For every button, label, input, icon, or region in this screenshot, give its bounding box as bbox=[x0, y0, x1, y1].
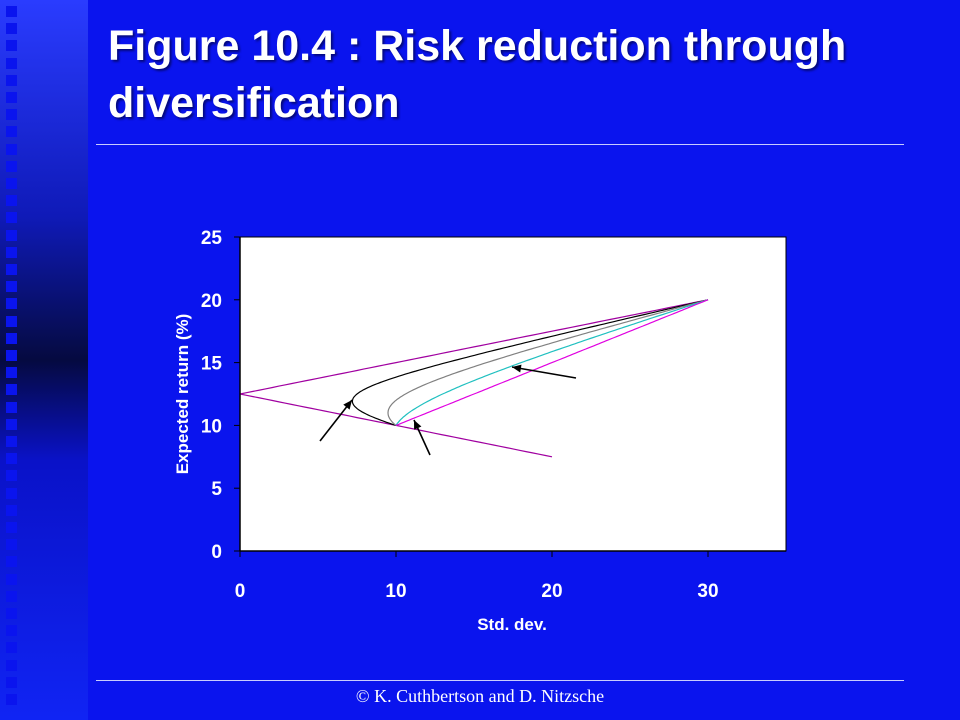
tick-labels-layer: 0 5 10 15 20 25 0 10 20 30 bbox=[201, 228, 719, 602]
frontier-series-line bbox=[395, 299, 709, 426]
decorative-square bbox=[6, 332, 17, 344]
decorative-square bbox=[6, 436, 17, 447]
decorative-square bbox=[6, 195, 17, 207]
decorative-square bbox=[6, 401, 17, 413]
decorative-square bbox=[6, 608, 17, 619]
decorative-square bbox=[6, 694, 17, 705]
left-decorative-band bbox=[0, 0, 88, 720]
decorative-square bbox=[6, 418, 17, 430]
decorative-square bbox=[6, 298, 17, 310]
x-tick-label: 0 bbox=[235, 581, 246, 602]
decorative-square bbox=[6, 6, 17, 17]
frontier-series-line bbox=[239, 299, 709, 458]
x-tick-label: 10 bbox=[385, 581, 406, 602]
decorative-square bbox=[6, 487, 17, 499]
decorative-square bbox=[6, 281, 17, 293]
footer-copyright: © K. Cuthbertson and D. Nitzsche bbox=[355, 686, 605, 706]
annotations-layer: ρ = -1 ρ = -0.5 ρ = 0 ρ = +0.5 ρ = +1 bbox=[290, 343, 651, 480]
y-tick-label: 10 bbox=[201, 416, 222, 437]
decorative-square bbox=[6, 109, 17, 121]
decorative-square bbox=[6, 556, 17, 568]
decorative-square bbox=[6, 642, 17, 654]
decorative-square bbox=[6, 160, 17, 172]
decorative-square bbox=[6, 504, 17, 516]
decorative-square bbox=[6, 522, 17, 533]
y-tick-label: 20 bbox=[201, 291, 222, 312]
decorative-square bbox=[6, 92, 17, 103]
frontier-series-line bbox=[387, 299, 709, 426]
y-tick-label: 0 bbox=[211, 542, 222, 563]
decorative-square bbox=[6, 126, 17, 138]
title-divider bbox=[96, 144, 904, 145]
correlation-annotation-label: ρ = -1 bbox=[290, 343, 338, 363]
decorative-square bbox=[6, 350, 17, 361]
decorative-square bbox=[6, 143, 17, 155]
slide-title: Figure 10.4 : Risk reduction through div… bbox=[108, 22, 847, 127]
decorative-square bbox=[6, 57, 17, 69]
y-tick-label: 5 bbox=[211, 479, 222, 500]
decorative-square-column bbox=[6, 6, 22, 714]
decorative-square bbox=[6, 625, 17, 637]
decorative-square bbox=[6, 23, 17, 35]
decorative-square bbox=[6, 74, 17, 86]
decorative-square bbox=[6, 264, 17, 275]
correlation-annotation-label: ρ = -0.5 bbox=[290, 443, 353, 463]
curves-layer bbox=[239, 299, 709, 458]
axes-layer bbox=[234, 236, 786, 557]
correlation-annotation-label: ρ = 0 bbox=[416, 460, 458, 480]
correlation-annotation-label: ρ = +1 bbox=[472, 402, 524, 422]
footer-divider bbox=[96, 680, 904, 681]
decorative-square bbox=[6, 470, 17, 482]
annotation-arrow-head bbox=[343, 400, 352, 410]
decorative-square bbox=[6, 590, 17, 602]
x-axis-label: Std. dev. bbox=[477, 615, 547, 634]
annotation-arrow-head bbox=[512, 364, 522, 373]
decorative-square bbox=[6, 659, 17, 671]
decorative-square bbox=[6, 178, 17, 189]
frontier-series-line bbox=[351, 299, 709, 426]
annotation-arrow-head bbox=[414, 420, 422, 430]
y-tick-label: 15 bbox=[201, 354, 223, 375]
decorative-square bbox=[6, 453, 17, 465]
correlation-annotation-label: ρ = +0.5 bbox=[584, 373, 651, 393]
decorative-square bbox=[6, 315, 17, 327]
decorative-square bbox=[6, 539, 17, 551]
decorative-square bbox=[6, 573, 17, 585]
decorative-square bbox=[6, 676, 17, 688]
x-tick-label: 30 bbox=[697, 581, 718, 602]
x-tick-label: 20 bbox=[541, 581, 562, 602]
decorative-square bbox=[6, 367, 17, 379]
plot-area bbox=[239, 236, 787, 552]
decorative-square bbox=[6, 229, 17, 241]
decorative-square bbox=[6, 384, 17, 396]
decorative-square bbox=[6, 246, 17, 258]
y-axis-label: Expected return (%) bbox=[173, 314, 192, 475]
y-tick-label: 25 bbox=[201, 228, 223, 249]
annotation-arrow-line bbox=[511, 366, 577, 379]
decorative-square bbox=[6, 40, 17, 52]
decorative-square bbox=[6, 212, 17, 224]
frontier-series-line bbox=[395, 299, 709, 426]
